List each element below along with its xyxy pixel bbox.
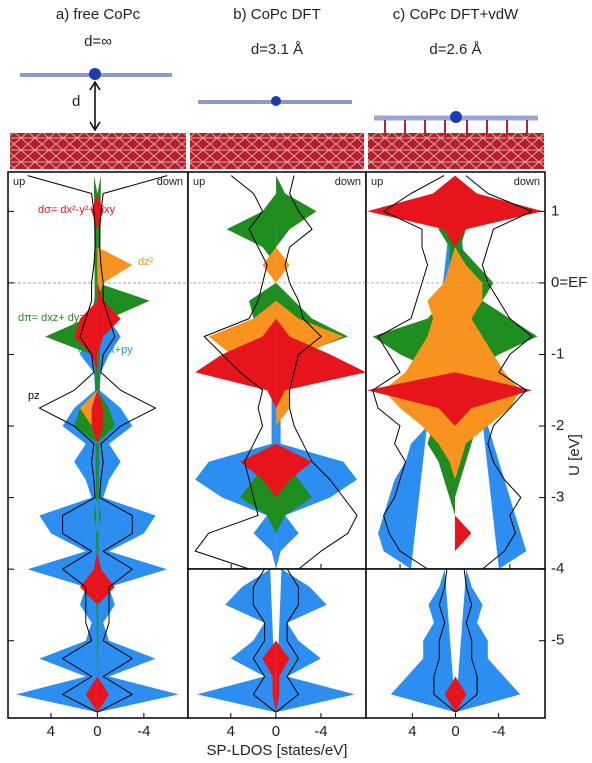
series-label: pz (28, 390, 40, 402)
dos-area (455, 569, 467, 713)
co-atom (89, 68, 101, 80)
dos-area (262, 569, 276, 713)
y-tick-label: -4 (551, 560, 564, 577)
structure-images (10, 68, 544, 169)
series-label: dz² (138, 256, 154, 268)
x-tick-label: 4 (47, 723, 55, 740)
dos-line (97, 175, 168, 713)
surface (10, 133, 186, 169)
arrow-heads (89, 80, 101, 132)
dos-area (276, 175, 348, 569)
dos-area (383, 175, 455, 569)
x-tick-label: 4 (227, 723, 235, 740)
y-tick-label: -1 (551, 345, 564, 362)
dos-line (27, 175, 98, 713)
spin-label: down (514, 176, 540, 188)
dos-line (465, 175, 533, 570)
dos-area (276, 175, 366, 569)
spin-label: up (193, 176, 205, 188)
dos-line (284, 175, 358, 570)
series-label: dπ= dxz+ dyz (18, 312, 85, 324)
x-tick-label: 4 (408, 723, 416, 740)
dos-area (444, 569, 456, 713)
dos-line (252, 568, 277, 713)
x-tick-label: 0 (451, 723, 459, 740)
x-tick-label: -4 (492, 723, 505, 740)
y-tick-label: -2 (551, 417, 564, 434)
spin-label: down (157, 176, 183, 188)
y-tick-label: 1 (551, 202, 559, 219)
dos-area (16, 175, 98, 713)
dos-area (97, 175, 121, 713)
co-atom (271, 96, 281, 106)
dos-area (195, 175, 277, 569)
panel-subtitle: d=2.6 Å (429, 41, 481, 58)
dos-area (197, 569, 276, 713)
dos-area (455, 175, 543, 569)
dos-area (275, 569, 290, 713)
dos-line (194, 175, 268, 570)
distance-label: d (72, 93, 80, 110)
dos-area (455, 175, 521, 569)
surface (190, 133, 364, 169)
y-tick-label: 0=EF (551, 274, 587, 291)
spin-label: down (335, 176, 361, 188)
panel-subtitle: d=∞ (84, 33, 112, 50)
dos-line (275, 568, 299, 713)
x-tick-label: -4 (314, 723, 327, 740)
y-axis-label: U [eV] (566, 434, 583, 476)
panel-subtitle: d=3.1 Å (251, 41, 303, 58)
x-tick-label: -4 (137, 723, 150, 740)
y-tick-label: -3 (551, 489, 564, 506)
spin-label: up (13, 176, 25, 188)
dos-area (455, 175, 538, 569)
panel-title: b) CoPc DFT (233, 6, 321, 23)
dos-area (275, 569, 355, 713)
dos-area (367, 175, 455, 569)
panel-title: a) free CoPc (56, 6, 141, 23)
panel-title: c) CoPc DFT+vdW (393, 6, 519, 23)
x-tick-label: 0 (93, 723, 101, 740)
spin-label: up (371, 176, 383, 188)
surface (368, 133, 544, 169)
series-label: dσ= dx²-y²+ dxy (38, 204, 116, 216)
bonds (384, 120, 528, 138)
dos-line (455, 568, 478, 713)
dos-line (433, 568, 456, 713)
x-axis-label: SP-LDOS [states/eV] (207, 742, 348, 759)
dos-area (97, 175, 179, 713)
dos-area (455, 175, 527, 569)
dos-area (378, 175, 455, 569)
dos-area (74, 175, 98, 713)
y-tick-label: -5 (551, 632, 564, 649)
x-tick-label: 0 (272, 723, 280, 740)
dos-line (372, 175, 445, 570)
co-atom (450, 111, 462, 123)
